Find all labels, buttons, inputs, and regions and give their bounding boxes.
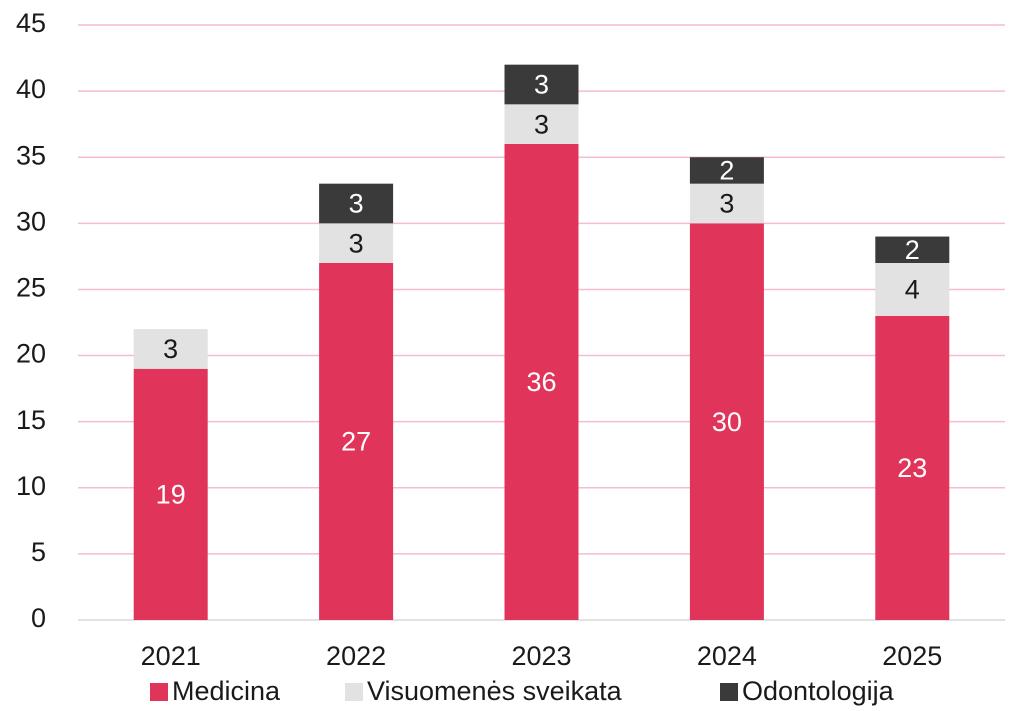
- bar-segment: [319, 223, 394, 263]
- y-tick-label: 0: [31, 603, 46, 633]
- data-label: 3: [719, 189, 734, 219]
- data-label: 2: [719, 156, 734, 186]
- y-tick-label: 35: [16, 140, 46, 170]
- data-label: 23: [897, 453, 927, 483]
- data-label: 27: [341, 427, 371, 457]
- legend-label: Odontologija: [742, 676, 895, 706]
- y-tick-label: 40: [16, 74, 46, 104]
- y-tick-label: 30: [16, 206, 46, 236]
- legend-swatch: [345, 683, 363, 701]
- legend-swatch: [150, 683, 168, 701]
- legend-label: Visuomenės sveikata: [367, 676, 623, 706]
- y-tick-label: 20: [16, 339, 46, 369]
- data-label: 4: [905, 275, 920, 305]
- x-tick-label: 2025: [882, 641, 942, 671]
- bar-segment: [504, 144, 579, 620]
- data-label: 3: [534, 109, 549, 139]
- data-label: 3: [163, 334, 178, 364]
- data-label: 19: [156, 480, 186, 510]
- bar-segment: [504, 104, 579, 144]
- x-tick-label: 2021: [141, 641, 201, 671]
- bar-segment: [689, 223, 764, 621]
- x-tick-label: 2022: [326, 641, 386, 671]
- x-tick-label: 2024: [697, 641, 757, 671]
- data-label: 3: [349, 228, 364, 258]
- data-label: 3: [534, 70, 549, 100]
- bar-segment: [319, 263, 394, 620]
- data-label: 30: [712, 407, 742, 437]
- bar-segment: [133, 329, 208, 369]
- bar-segment: [875, 315, 950, 620]
- data-label: 2: [905, 235, 920, 265]
- legend-label: Medicina: [172, 676, 281, 706]
- bar-segment: [133, 368, 208, 620]
- y-tick-label: 5: [31, 537, 46, 567]
- bar-segment: [875, 263, 950, 316]
- y-tick-label: 10: [16, 471, 46, 501]
- data-label: 36: [526, 367, 556, 397]
- bar-segment: [319, 183, 394, 224]
- y-tick-label: 25: [16, 273, 46, 303]
- bar-segment: [689, 183, 764, 224]
- legend-swatch: [720, 683, 738, 701]
- data-label: 3: [349, 189, 364, 219]
- bar-segment: [689, 157, 764, 184]
- bar-segment: [875, 236, 950, 263]
- x-tick-label: 2023: [511, 641, 571, 671]
- bar-segment: [504, 64, 579, 105]
- y-tick-label: 45: [16, 8, 46, 38]
- y-tick-label: 15: [16, 405, 46, 435]
